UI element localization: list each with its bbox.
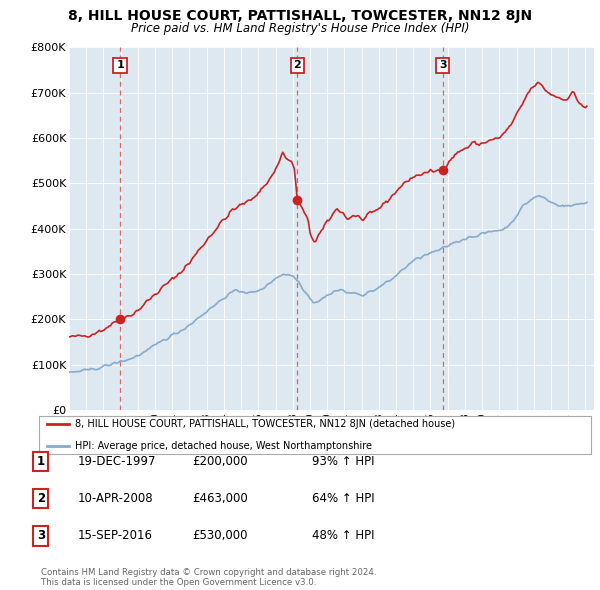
Text: 3: 3: [37, 529, 45, 542]
Text: Price paid vs. HM Land Registry's House Price Index (HPI): Price paid vs. HM Land Registry's House …: [131, 22, 469, 35]
Text: 1: 1: [37, 455, 45, 468]
Text: 2: 2: [293, 60, 301, 70]
Text: 8, HILL HOUSE COURT, PATTISHALL, TOWCESTER, NN12 8JN (detached house): 8, HILL HOUSE COURT, PATTISHALL, TOWCEST…: [75, 419, 455, 430]
Text: 8, HILL HOUSE COURT, PATTISHALL, TOWCESTER, NN12 8JN: 8, HILL HOUSE COURT, PATTISHALL, TOWCEST…: [68, 9, 532, 23]
Text: £530,000: £530,000: [192, 529, 248, 542]
Text: 3: 3: [439, 60, 446, 70]
Text: 2: 2: [37, 492, 45, 505]
Text: Contains HM Land Registry data © Crown copyright and database right 2024.
This d: Contains HM Land Registry data © Crown c…: [41, 568, 376, 587]
Text: HPI: Average price, detached house, West Northamptonshire: HPI: Average price, detached house, West…: [75, 441, 372, 451]
Text: 64% ↑ HPI: 64% ↑ HPI: [312, 492, 374, 505]
Text: 93% ↑ HPI: 93% ↑ HPI: [312, 455, 374, 468]
Text: £463,000: £463,000: [192, 492, 248, 505]
Text: 48% ↑ HPI: 48% ↑ HPI: [312, 529, 374, 542]
Text: 15-SEP-2016: 15-SEP-2016: [78, 529, 153, 542]
Text: 19-DEC-1997: 19-DEC-1997: [78, 455, 157, 468]
Text: £200,000: £200,000: [192, 455, 248, 468]
Text: 1: 1: [116, 60, 124, 70]
Text: 10-APR-2008: 10-APR-2008: [78, 492, 154, 505]
